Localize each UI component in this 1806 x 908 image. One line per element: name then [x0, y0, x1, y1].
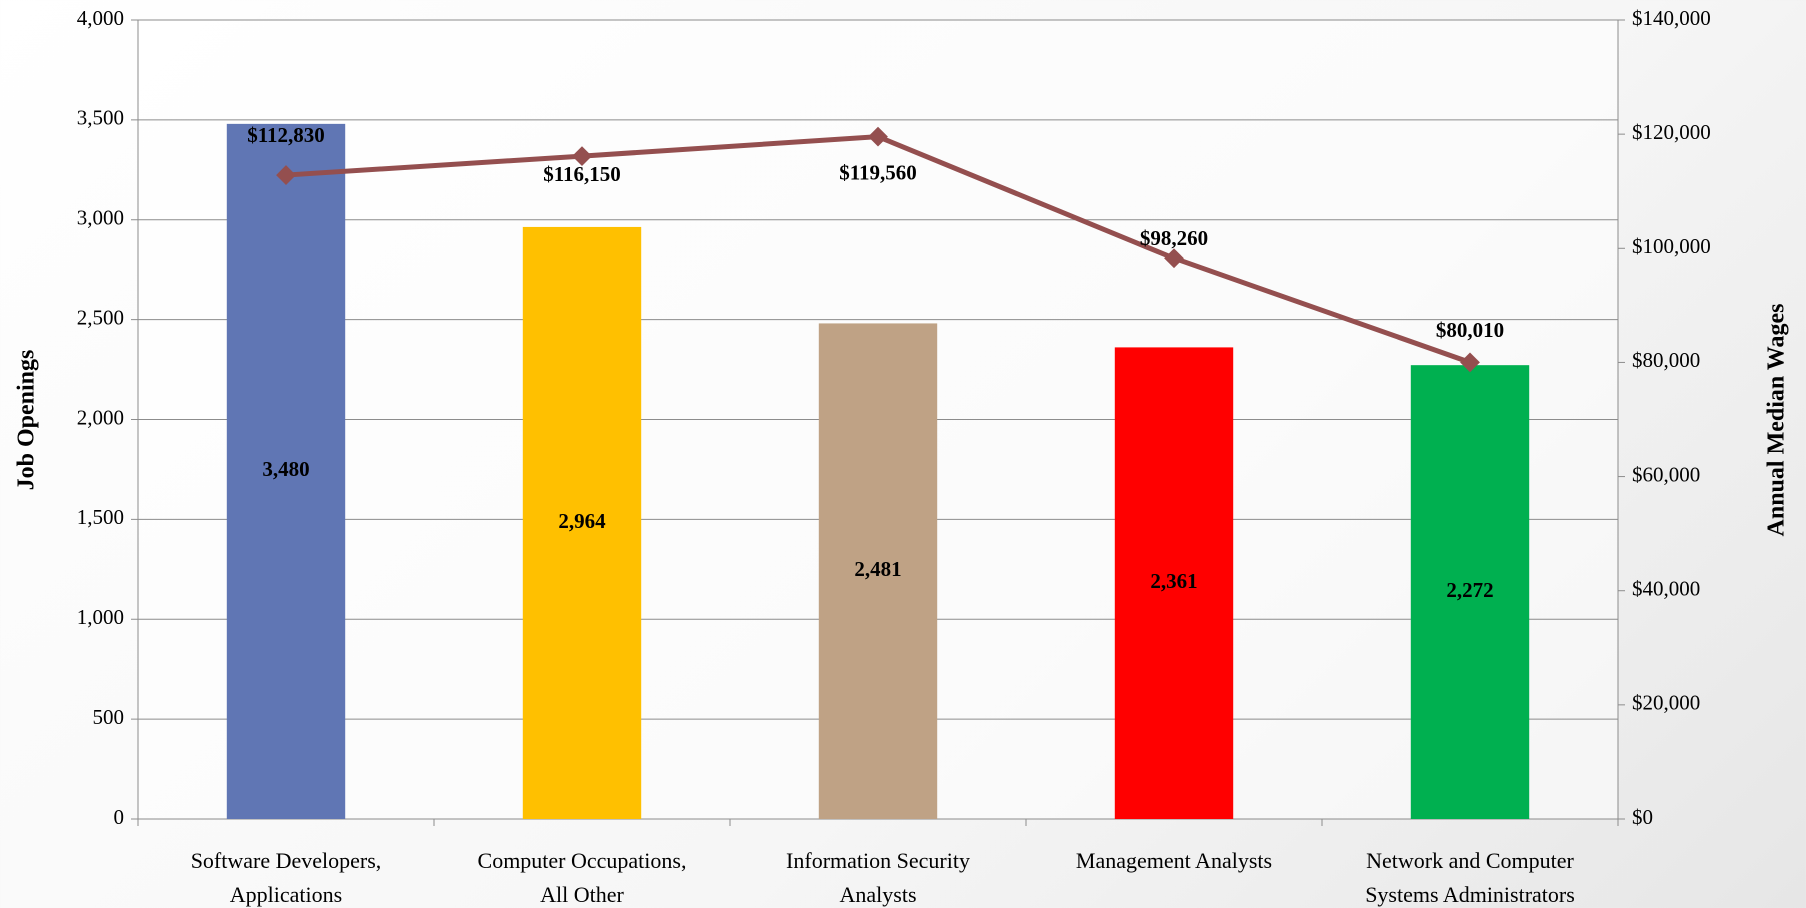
y-tick-label: 3,000 [77, 206, 124, 230]
x-tick-label: Network and Computer Systems Administrat… [1365, 848, 1575, 907]
y-tick-label: 2,500 [77, 305, 124, 329]
y-tick-label: 4,000 [77, 6, 124, 30]
y2-tick-label: $0 [1632, 805, 1653, 829]
bar-value-label: 2,481 [854, 557, 901, 581]
bar-value-label: 3,480 [262, 457, 309, 481]
y2-axis-title: Annual Median Wages [1764, 304, 1790, 537]
bar [522, 226, 642, 820]
x-tick-label: Computer Occupations, All Other [477, 848, 687, 907]
y2-tick-label: $40,000 [1632, 577, 1700, 601]
line-marker [1460, 352, 1480, 373]
y-tick-label: 3,500 [77, 106, 124, 130]
line-marker [1164, 248, 1184, 269]
y-axis-title: Job Openings [14, 350, 40, 491]
y2-tick-label: $20,000 [1632, 691, 1700, 715]
line-value-label: $116,150 [543, 162, 621, 186]
line-marker [276, 165, 296, 185]
bar [1114, 347, 1234, 819]
y-tick-label: 1,000 [77, 605, 124, 629]
y-tick-label: 2,000 [77, 405, 124, 429]
bar-value-label: 2,964 [558, 509, 606, 533]
y2-tick-label: $60,000 [1632, 462, 1700, 486]
bar [818, 323, 938, 819]
bar-value-label: 2,272 [1446, 578, 1493, 602]
x-tick-label: Information Security Analysts [786, 848, 970, 907]
y2-tick-label: $120,000 [1632, 120, 1711, 144]
y2-tick-label: $80,000 [1632, 348, 1700, 372]
x-tick-label: Management Analysts [1075, 848, 1273, 873]
line-value-label: $112,830 [247, 123, 325, 147]
y-tick-label: 500 [93, 705, 125, 729]
line-value-label: $80,010 [1436, 318, 1504, 342]
y-tick-label: 0 [114, 805, 125, 829]
y2-tick-label: $140,000 [1632, 6, 1711, 30]
line-value-label: $98,260 [1140, 226, 1208, 250]
bar-value-label: 2,361 [1150, 569, 1197, 593]
line-value-label: $119,560 [839, 160, 917, 184]
y-tick-label: 1,500 [77, 505, 124, 529]
bar [226, 123, 346, 820]
y2-tick-label: $100,000 [1632, 234, 1711, 258]
bar [1410, 365, 1530, 819]
x-tick-label: Software Developers, Applications [190, 848, 382, 907]
